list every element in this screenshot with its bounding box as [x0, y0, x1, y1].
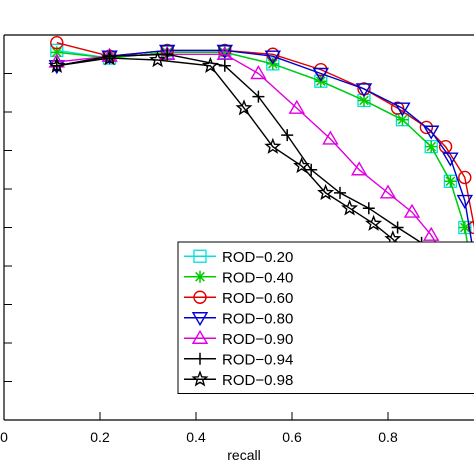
axes: 0 0.2 0.4 0.6 0.8 recall — [0, 34, 474, 463]
legend-entry-6: ROD−0.98 — [184, 370, 293, 389]
series-1-point-3 — [218, 46, 231, 59]
series-6-point-7 — [317, 183, 335, 201]
series-5-point-7 — [334, 186, 346, 199]
series-6-point-8 — [341, 199, 359, 216]
series-6-point-5 — [264, 137, 282, 154]
legend-label-1: ROD−0.40 — [222, 269, 293, 286]
series-5-point-9 — [391, 221, 404, 234]
series-4-point-3 — [216, 45, 234, 60]
legend-entry-3: ROD−0.80 — [184, 310, 293, 327]
series-3-point-7 — [394, 102, 411, 117]
series-4-point-4 — [250, 65, 267, 80]
legend-swatch-marker-1 — [194, 270, 206, 283]
series-1-point-8 — [425, 140, 438, 153]
series-3-point-10 — [456, 194, 474, 209]
series-3-point-3 — [216, 44, 234, 59]
series-3-point-9 — [442, 152, 459, 167]
series-6-point-3 — [201, 56, 219, 74]
legend-label-2: ROD−0.60 — [222, 290, 293, 307]
legend-box — [177, 241, 474, 394]
series-4-point-8 — [379, 184, 397, 199]
series-5-point-8 — [362, 202, 375, 215]
x-axis-label: recall — [227, 447, 260, 463]
legend-swatch-marker-3 — [191, 312, 209, 327]
legend-label-6: ROD−0.98 — [222, 372, 293, 389]
series-4-point-6 — [322, 130, 339, 145]
series-3-point-2 — [158, 44, 176, 59]
series-1-point-0 — [50, 46, 63, 59]
series-4-point-9 — [403, 203, 421, 218]
series-6-point-2 — [149, 51, 167, 68]
x-tick-label-0: 0 — [0, 429, 8, 445]
legend-label-0: ROD−0.20 — [222, 249, 293, 266]
x-tick-label-3: 0.6 — [282, 429, 302, 445]
legend-entry-5: ROD−0.94 — [184, 351, 293, 368]
legend-label-5: ROD−0.94 — [222, 351, 293, 368]
series-4-point-10 — [422, 226, 440, 241]
legend-label-3: ROD−0.80 — [222, 310, 293, 327]
series-6-point-9 — [365, 214, 383, 231]
x-tick-label-2: 0.4 — [186, 429, 206, 445]
legend-entry-4: ROD−0.90 — [184, 329, 293, 348]
series-1-point-7 — [396, 113, 409, 126]
series-5-point-4 — [252, 90, 265, 103]
series-3-point-5 — [312, 67, 330, 82]
series-4-point-7 — [350, 161, 368, 176]
legend-swatch-marker-6 — [191, 370, 209, 387]
series-2-point-10 — [458, 170, 472, 185]
series-3-point-6 — [355, 83, 373, 98]
legend: ROD−0.20 ROD−0.40 ROD−0.60 ROD−0.80 ROD−0.90… — [177, 241, 474, 394]
legend-label-4: ROD−0.90 — [222, 331, 293, 348]
legend-swatch-marker-4 — [191, 329, 209, 344]
x-tick-label-1: 0.2 — [90, 429, 110, 445]
series-2-point-7 — [390, 101, 405, 115]
series-5-point-3 — [218, 59, 231, 72]
legend-entry-1: ROD−0.40 — [184, 269, 293, 286]
series-6-point-6 — [293, 156, 311, 174]
series-6-point-0 — [48, 56, 66, 74]
series-3-point-4 — [264, 50, 282, 65]
series-1-point-9 — [444, 175, 457, 188]
series-1-point-10 — [458, 221, 471, 234]
legend-swatch-marker-0 — [193, 249, 207, 263]
series-4-point-5 — [288, 99, 306, 114]
legend-swatch-marker-2 — [193, 290, 207, 304]
series-2-point-8 — [419, 120, 434, 135]
series-5-point-5 — [281, 129, 294, 142]
series-5-point-6 — [305, 163, 318, 176]
x-tick-label-4: 0.8 — [378, 429, 398, 445]
series-5-point-2 — [161, 48, 174, 61]
series-1-point-6 — [358, 94, 370, 107]
series-6-point-1 — [101, 49, 119, 66]
series-2-point-11 — [467, 220, 474, 235]
series-2-point-0 — [50, 36, 64, 50]
series-6-point-4 — [235, 99, 253, 116]
legend-swatch-marker-5 — [194, 352, 206, 365]
legend-entry-0: ROD−0.20 — [184, 249, 293, 266]
legend-entry-2: ROD−0.60 — [184, 290, 293, 307]
series-3-point-8 — [422, 125, 440, 140]
